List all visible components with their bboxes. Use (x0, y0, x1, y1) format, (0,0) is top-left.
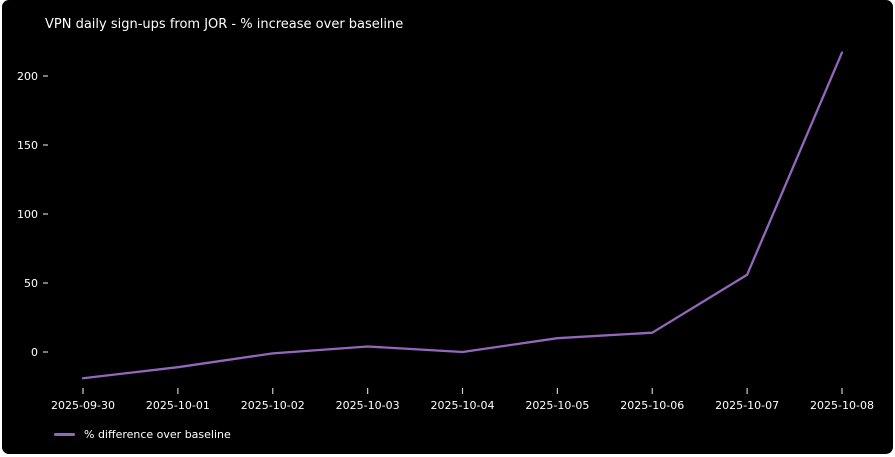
x-tick-label: 2025-10-06 (620, 399, 684, 412)
x-tick-label: 2025-10-05 (525, 399, 589, 412)
y-tick-label: 50 (24, 277, 38, 290)
x-tick-label: 2025-10-03 (336, 399, 400, 412)
y-tick-label: 200 (17, 70, 38, 83)
chart-title: VPN daily sign-ups from JOR - % increase… (45, 17, 404, 32)
series-line (81, 51, 844, 380)
x-tick-label: 2025-09-30 (51, 399, 115, 412)
x-tick-label: 2025-10-08 (810, 399, 874, 412)
y-tick-label: 0 (31, 346, 38, 359)
y-tick-label: 100 (17, 208, 38, 221)
legend-line-swatch (54, 433, 75, 436)
legend-label: % difference over baseline (84, 428, 231, 441)
x-tick-label: 2025-10-02 (241, 399, 305, 412)
y-axis-ticks: 0 50 100 150 200 (17, 70, 48, 359)
legend: % difference over baseline (54, 428, 231, 441)
y-tick-label: 150 (17, 139, 38, 152)
x-tick-label: 2025-10-01 (146, 399, 210, 412)
x-axis-ticks: 2025-09-30 2025-10-01 2025-10-02 2025-10-03… (51, 388, 874, 412)
x-tick-label: 2025-10-07 (715, 399, 779, 412)
x-tick-label: 2025-10-04 (431, 399, 495, 412)
